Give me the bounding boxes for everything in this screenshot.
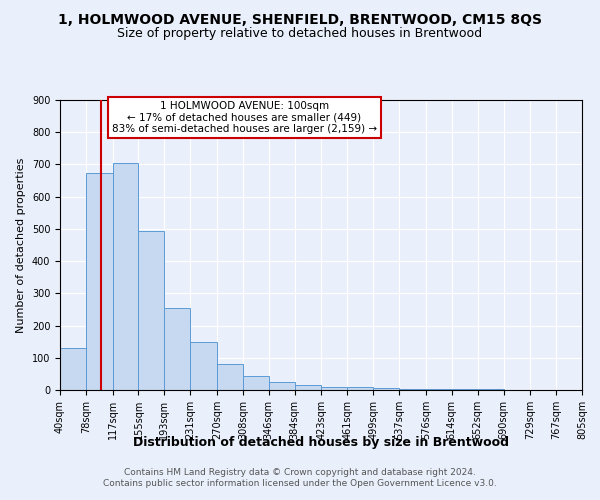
Bar <box>243 376 269 390</box>
Bar <box>399 388 426 390</box>
Bar <box>60 348 86 390</box>
Text: Distribution of detached houses by size in Brentwood: Distribution of detached houses by size … <box>133 436 509 449</box>
Bar <box>164 308 190 390</box>
Bar <box>269 382 295 390</box>
Bar <box>217 364 243 390</box>
Bar <box>373 388 399 390</box>
Text: 1 HOLMWOOD AVENUE: 100sqm
← 17% of detached houses are smaller (449)
83% of semi: 1 HOLMWOOD AVENUE: 100sqm ← 17% of detac… <box>112 101 377 134</box>
Bar <box>86 172 113 390</box>
Y-axis label: Number of detached properties: Number of detached properties <box>16 158 26 332</box>
Bar <box>139 230 164 390</box>
Text: 1, HOLMWOOD AVENUE, SHENFIELD, BRENTWOOD, CM15 8QS: 1, HOLMWOOD AVENUE, SHENFIELD, BRENTWOOD… <box>58 12 542 26</box>
Bar <box>295 385 322 390</box>
Text: Size of property relative to detached houses in Brentwood: Size of property relative to detached ho… <box>118 28 482 40</box>
Bar <box>113 163 139 390</box>
Bar <box>190 342 217 390</box>
Bar <box>426 389 452 390</box>
Bar <box>347 388 373 390</box>
Text: Contains HM Land Registry data © Crown copyright and database right 2024.
Contai: Contains HM Land Registry data © Crown c… <box>103 468 497 487</box>
Bar <box>322 387 347 390</box>
